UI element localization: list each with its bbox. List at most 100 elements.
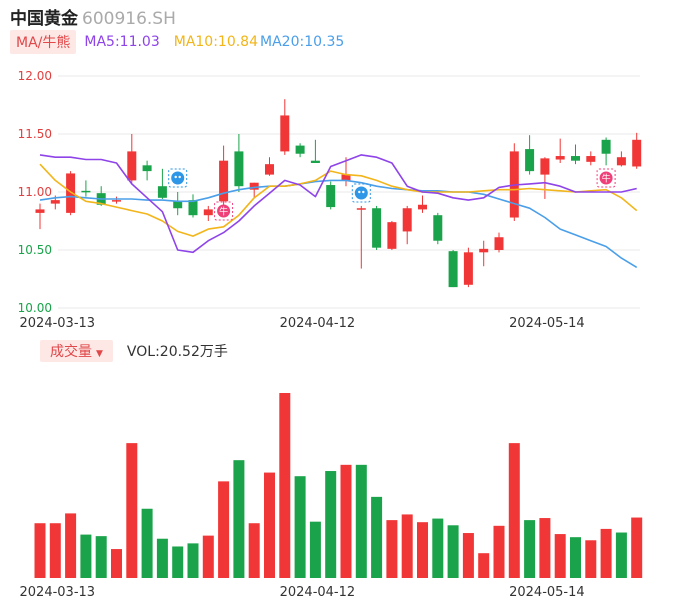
candle [127, 134, 137, 183]
bull-signal-icon: 牛 [596, 168, 616, 188]
candle-body [356, 208, 366, 210]
volume-indicator-button[interactable]: 成交量 ▼ [40, 340, 113, 362]
candle-body [265, 164, 274, 175]
candle-body [142, 165, 152, 172]
y-tick-label: 11.00 [18, 185, 52, 199]
volume-indicator-row: 成交量 ▼ VOL:20.52万手 [40, 340, 228, 362]
ma-indicator-button[interactable]: MA/牛熊 [10, 30, 77, 54]
signal-dot [171, 171, 185, 185]
candle-body [66, 173, 76, 213]
signal-dot [599, 171, 613, 185]
volume-bar [95, 536, 107, 578]
volume-bar [202, 535, 214, 578]
candle-body [433, 215, 443, 241]
volume-bar [478, 553, 490, 578]
candle [356, 205, 366, 269]
candle [433, 212, 443, 245]
y-tick-label: 10.50 [18, 243, 52, 257]
volume-bar [493, 525, 505, 578]
signal-label: 牛 [219, 206, 228, 218]
x-date-label: 2024-03-13 [20, 316, 96, 331]
candle [112, 196, 121, 204]
candle [234, 134, 244, 192]
x-date-label: 2024-05-14 [509, 316, 585, 331]
candle [157, 168, 167, 199]
candle [479, 240, 489, 267]
candle [418, 195, 427, 213]
candle-body [601, 139, 611, 154]
candle-body [50, 200, 60, 204]
candle [601, 137, 611, 166]
candle [372, 205, 382, 250]
candle-body [463, 252, 473, 285]
candle-body [112, 200, 121, 202]
candle [142, 160, 152, 181]
candle-body [448, 251, 458, 288]
volume-bar [600, 528, 612, 578]
candle [35, 203, 45, 230]
signal-frame [168, 168, 188, 188]
volume-bar [524, 520, 536, 578]
volume-bar [585, 540, 597, 578]
volume-bar [294, 476, 306, 578]
bear-signal-icon [168, 168, 188, 188]
volume-bar [447, 525, 459, 578]
bear-eye [174, 175, 177, 179]
x-date-label: 2024-03-13 [20, 585, 96, 600]
candle-body [586, 156, 596, 162]
signal-frame [596, 168, 616, 188]
volume-bar [218, 481, 230, 578]
candle [66, 171, 76, 216]
candle [586, 151, 596, 166]
bull-signal-icon: 牛 [214, 201, 234, 221]
signal-frame [351, 183, 371, 203]
candle-body [127, 151, 137, 181]
y-tick-label: 11.50 [18, 127, 52, 141]
bear-signal-icon [351, 183, 371, 203]
candle [509, 143, 519, 221]
candle-body [280, 115, 290, 152]
volume-bar [508, 443, 520, 578]
candle-body [540, 158, 550, 175]
volume-bar [34, 523, 46, 578]
volume-bar [432, 518, 444, 578]
bear-eye [178, 175, 181, 179]
volume-bar [340, 464, 352, 578]
candle-body [249, 182, 259, 190]
volume-bar [631, 517, 643, 578]
volume-bar [111, 549, 122, 578]
candle-body [234, 151, 244, 187]
candle-body [372, 208, 382, 248]
volume-bar [325, 471, 337, 578]
candle [448, 250, 458, 288]
ma10-label: MA10:10.84 [173, 34, 259, 50]
volume-bar [554, 534, 566, 578]
bear-eye [358, 190, 361, 194]
candle-body [494, 237, 504, 250]
volume-bar [417, 522, 428, 578]
candle [341, 157, 351, 187]
candle-body [402, 208, 412, 232]
candle-body [295, 145, 305, 154]
candle-body [326, 185, 336, 208]
candle [540, 157, 550, 199]
dropdown-caret-icon: ▼ [96, 349, 103, 359]
candle [463, 247, 473, 288]
stock-code: 600916.SH [82, 9, 176, 29]
volume-bar [279, 393, 291, 578]
candle-body [479, 248, 489, 253]
volume-bar [80, 534, 92, 578]
candle [203, 205, 213, 221]
volume-bar [355, 464, 367, 578]
volume-bar [371, 496, 383, 578]
date-labels: 2024-03-13 2024-03-13 2024-04-12 2024-04-12… [20, 316, 585, 600]
y-tick-label: 12.00 [18, 69, 52, 83]
volume-bar [539, 518, 551, 578]
candle-body [632, 139, 642, 167]
candle [81, 180, 91, 197]
signal-frame [214, 201, 234, 221]
candle [280, 99, 290, 155]
volume-bars [34, 393, 643, 578]
candle-body [310, 160, 320, 163]
